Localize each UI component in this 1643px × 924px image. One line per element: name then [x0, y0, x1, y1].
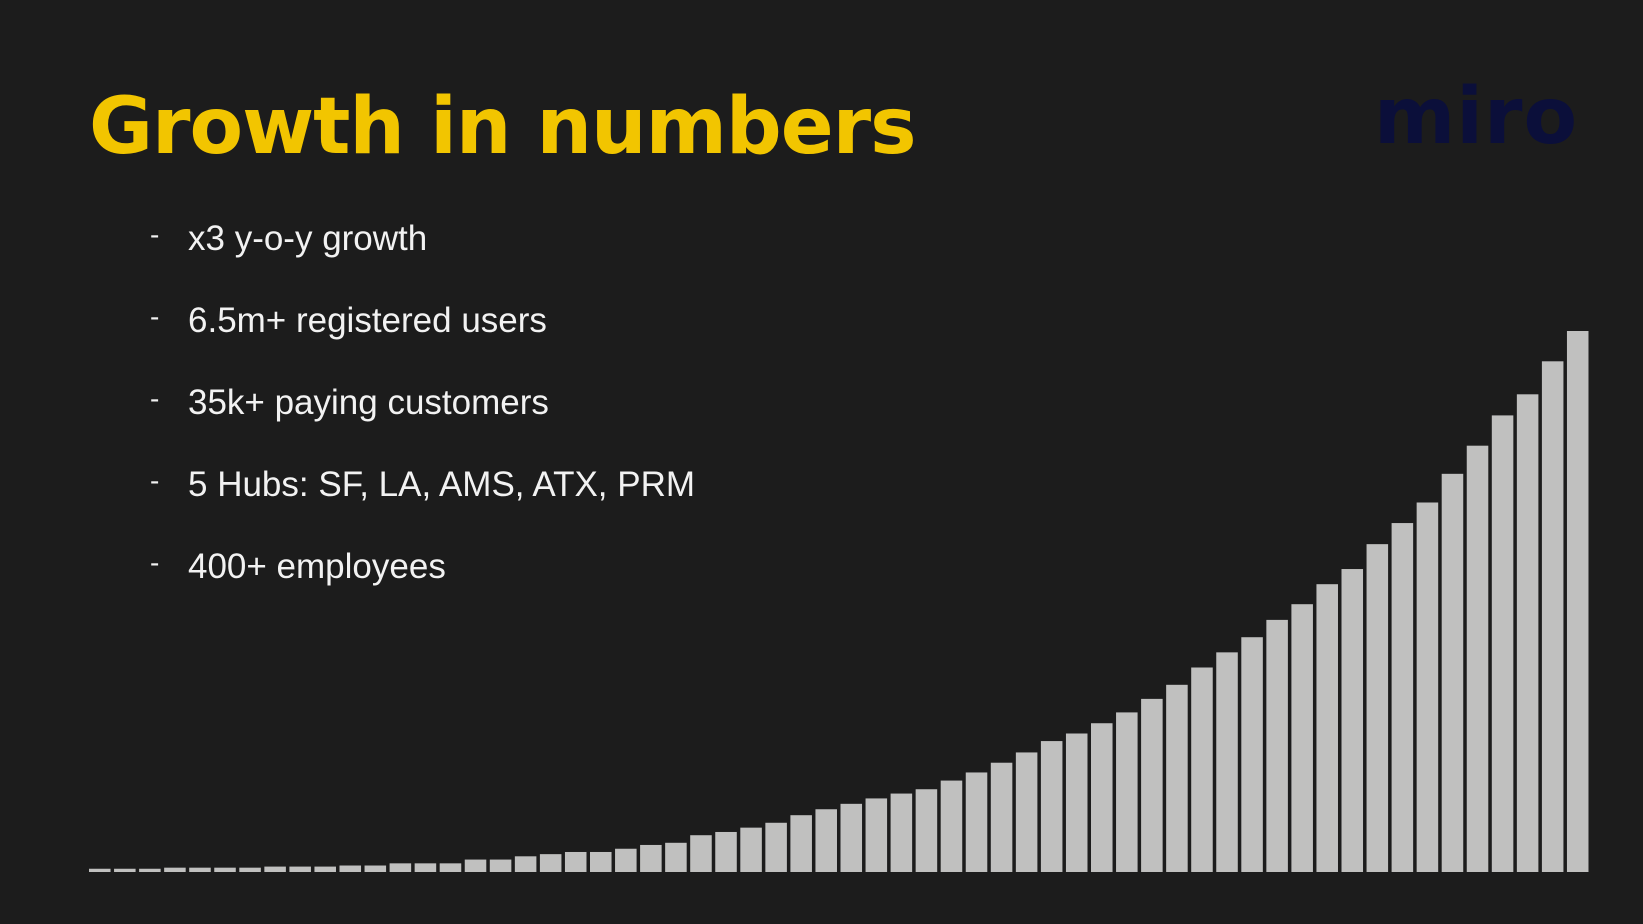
chart-bar	[489, 859, 512, 872]
chart-bar	[590, 851, 612, 872]
chart-bar	[1040, 741, 1063, 872]
chart-bar	[514, 856, 537, 872]
bullet-text: 6.5m+ registered users	[188, 301, 547, 340]
chart-bar	[89, 868, 111, 872]
chart-bar	[915, 789, 938, 872]
chart-bar	[715, 831, 737, 872]
chart-bar	[1266, 619, 1288, 872]
chart-bar	[439, 863, 462, 872]
chart-bar	[765, 822, 787, 872]
bullet-item: -400+ employees	[150, 546, 695, 628]
chart-bar	[164, 867, 186, 872]
chart-bar	[339, 865, 362, 872]
bullet-dash: -	[150, 219, 160, 250]
chart-bar	[1216, 652, 1238, 872]
chart-bar	[965, 772, 988, 872]
chart-bar	[1491, 415, 1514, 872]
chart-bar	[239, 867, 261, 872]
chart-bar	[214, 867, 236, 872]
bullet-text: 400+ employees	[188, 547, 446, 586]
chart-bar	[1116, 712, 1138, 872]
chart-bar	[1291, 604, 1313, 872]
bullet-item: - x3 y-o-y growth	[150, 218, 695, 300]
slide-title: Growth in numbers	[89, 82, 916, 172]
chart-bar	[1341, 569, 1364, 872]
bullet-text: 35k+ paying customers	[188, 383, 549, 422]
chart-bar	[1091, 723, 1113, 873]
chart-bar	[1065, 733, 1088, 872]
chart-bar	[1391, 523, 1414, 872]
chart-bar	[114, 868, 136, 872]
bullet-item: -5 Hubs: SF, LA, AMS, ATX, PRM	[150, 464, 695, 546]
chart-bar	[364, 865, 387, 872]
chart-bar	[690, 835, 712, 872]
chart-bar	[1516, 394, 1539, 872]
chart-bar	[464, 859, 487, 872]
bullet-dash: -	[150, 465, 160, 496]
chart-bar	[539, 854, 562, 872]
chart-bar	[189, 867, 211, 872]
bullet-list: - x3 y-o-y growth -6.5m+ registered users…	[150, 218, 695, 628]
chart-bar	[1566, 331, 1589, 872]
chart-bar	[1166, 684, 1188, 872]
chart-bar	[139, 868, 161, 872]
chart-bar	[865, 798, 888, 872]
chart-bar	[790, 815, 812, 872]
chart-bar	[1191, 667, 1213, 872]
chart-bar	[289, 866, 311, 872]
chart-bar	[1466, 445, 1489, 872]
chart-bar	[940, 780, 963, 872]
chart-bar	[314, 866, 336, 872]
chart-bar	[1541, 361, 1564, 872]
bullet-dash: -	[150, 383, 160, 414]
chart-bar	[615, 848, 637, 872]
bullet-text: x3 y-o-y growth	[188, 219, 428, 258]
chart-bar	[414, 863, 437, 872]
bullet-text: 5 Hubs: SF, LA, AMS, ATX, PRM	[188, 465, 696, 504]
bullet-dash: -	[150, 301, 160, 332]
chart-bar	[665, 842, 687, 872]
chart-bar	[815, 809, 837, 872]
chart-bar	[389, 863, 412, 872]
chart-bar	[1441, 473, 1464, 872]
chart-bar	[564, 851, 587, 872]
miro-logo: miro	[1374, 72, 1579, 162]
chart-bar	[1416, 502, 1439, 872]
chart-bar	[264, 866, 286, 872]
bullet-item: -6.5m+ registered users	[150, 300, 695, 382]
chart-bar	[840, 803, 863, 872]
chart-bar	[640, 844, 662, 872]
chart-bar	[1316, 584, 1338, 872]
chart-bar	[1366, 544, 1389, 872]
chart-bar	[1141, 698, 1163, 872]
chart-bar	[990, 762, 1013, 872]
chart-bar	[740, 827, 762, 872]
chart-bar	[890, 793, 913, 872]
bullet-dash: -	[150, 547, 160, 578]
chart-bar	[1241, 637, 1263, 872]
chart-bar	[1015, 752, 1038, 872]
bullet-item: -35k+ paying customers	[150, 382, 695, 464]
